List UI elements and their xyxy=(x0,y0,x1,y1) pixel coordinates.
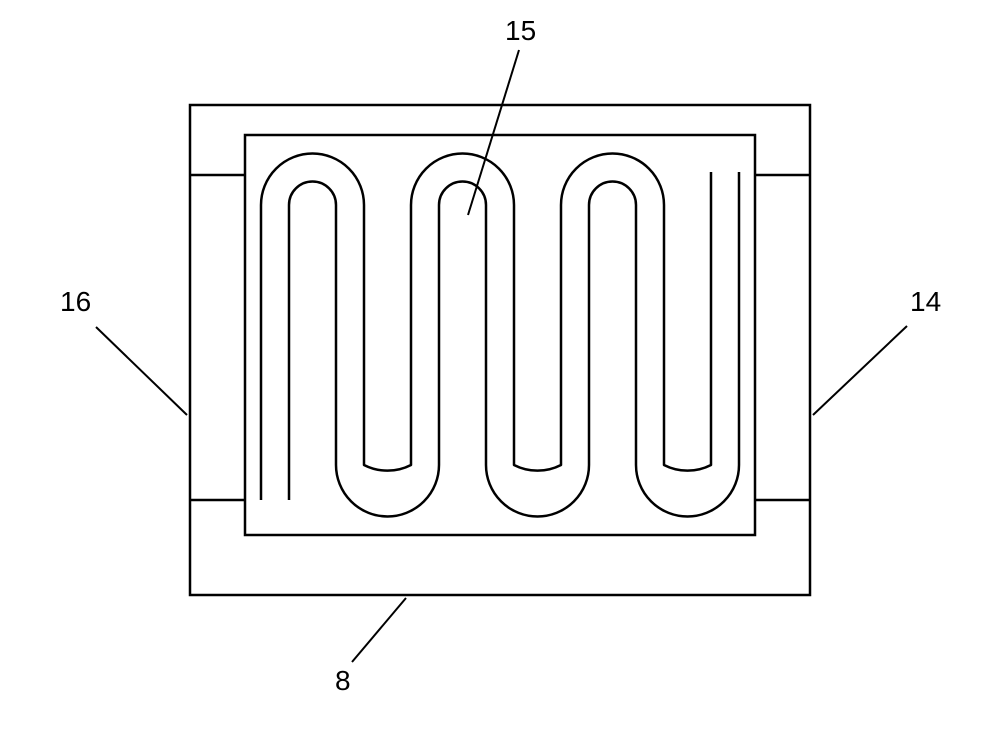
diagram-canvas: 15 16 14 8 xyxy=(0,0,1000,734)
callout-label-16: 16 xyxy=(60,286,91,318)
serpentine-coil xyxy=(261,154,739,517)
outer-housing-rect xyxy=(190,105,810,595)
leader-line-16 xyxy=(96,327,187,415)
diagram-svg xyxy=(0,0,1000,734)
callout-label-15: 15 xyxy=(505,15,536,47)
callout-label-8: 8 xyxy=(335,665,351,697)
leader-line-14 xyxy=(813,326,907,415)
callout-label-14: 14 xyxy=(910,286,941,318)
inner-chamber-rect xyxy=(245,135,755,535)
leader-line-8 xyxy=(352,598,406,662)
